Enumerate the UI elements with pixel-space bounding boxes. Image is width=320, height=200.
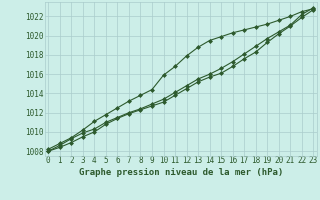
X-axis label: Graphe pression niveau de la mer (hPa): Graphe pression niveau de la mer (hPa) xyxy=(79,168,283,177)
